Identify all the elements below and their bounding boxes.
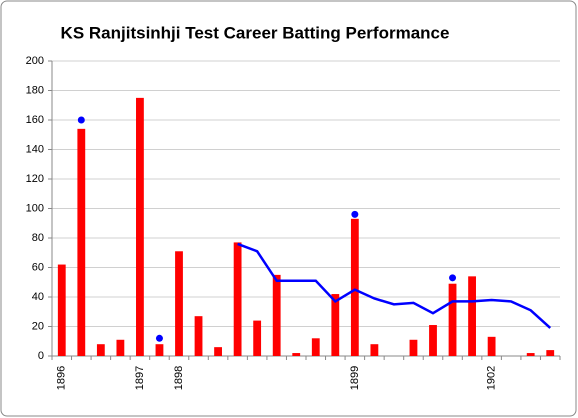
bar	[292, 353, 301, 356]
bar	[487, 336, 496, 356]
marker	[351, 210, 359, 218]
bar	[155, 344, 164, 356]
y-tick-label: 60	[32, 261, 44, 273]
bar	[448, 283, 457, 356]
marker	[155, 334, 163, 342]
bar	[214, 347, 222, 356]
bar	[77, 128, 86, 356]
bar	[350, 218, 359, 356]
bar	[370, 344, 379, 356]
bar	[175, 251, 183, 356]
chart-title: KS Ranjitsinhji Test Career Batting Perf…	[61, 23, 450, 42]
bar	[57, 264, 66, 356]
bar	[468, 276, 476, 356]
y-tick-label: 140	[26, 143, 44, 155]
x-tick-label: 1899	[349, 366, 361, 390]
bar	[233, 242, 242, 356]
y-tick-label: 160	[26, 114, 44, 126]
y-tick-label: 40	[32, 291, 44, 303]
marker	[449, 274, 457, 282]
x-tick-label: 1896	[56, 366, 68, 390]
y-tick-label: 100	[26, 202, 44, 214]
y-tick-label: 200	[26, 55, 44, 67]
bar	[429, 325, 437, 356]
bar	[331, 294, 340, 356]
line	[237, 242, 552, 329]
bar	[526, 353, 535, 356]
bar	[194, 316, 203, 356]
bar	[136, 97, 144, 356]
bar	[311, 338, 320, 356]
y-tick-label: 120	[26, 173, 44, 185]
bar	[546, 350, 555, 356]
bar	[253, 320, 262, 356]
x-tick-label: 1898	[173, 366, 185, 390]
y-tick-label: 20	[32, 320, 44, 332]
y-tick-label: 0	[38, 350, 44, 362]
bar	[409, 339, 418, 356]
bar	[96, 344, 105, 356]
y-tick-label: 80	[32, 232, 44, 244]
x-tick-label: 1897	[134, 366, 146, 390]
marker	[77, 116, 85, 124]
y-tick-label: 180	[26, 84, 44, 96]
x-tick-label: 1902	[486, 366, 498, 390]
bar	[272, 274, 281, 356]
bar	[116, 339, 125, 356]
